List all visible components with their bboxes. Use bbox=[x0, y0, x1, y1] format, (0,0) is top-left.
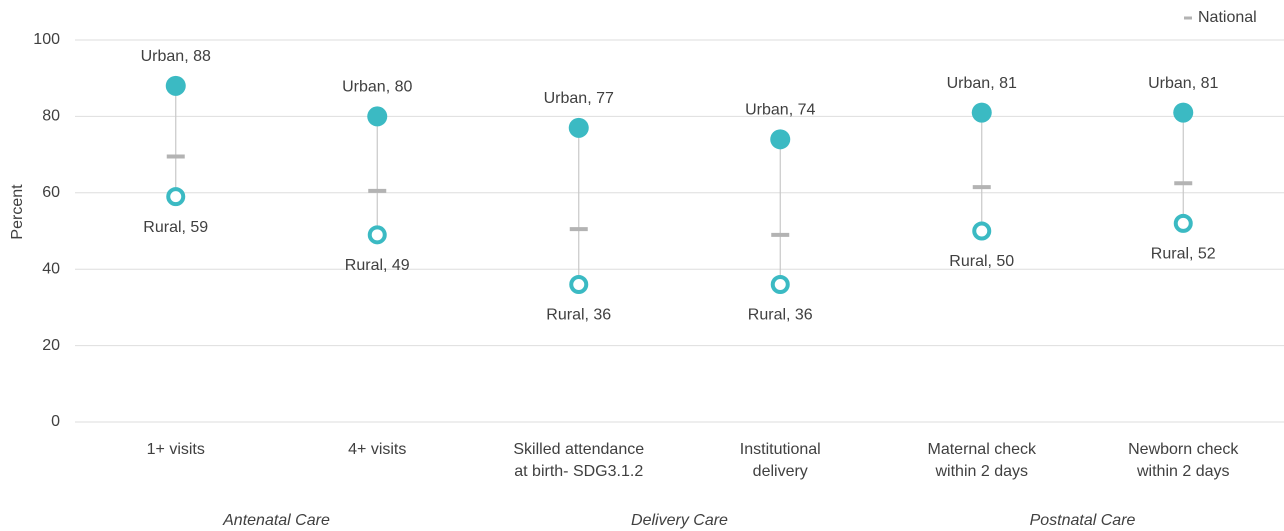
y-tick-label: 20 bbox=[42, 337, 60, 354]
urban-dot bbox=[1173, 102, 1194, 123]
data-label: Rural, 50 bbox=[949, 253, 1014, 270]
group-label: Postnatal Care bbox=[1030, 512, 1136, 529]
x-tick-label: Newborn check bbox=[1128, 441, 1239, 458]
group-label: Antenatal Care bbox=[222, 512, 330, 529]
rural-dot bbox=[1173, 213, 1193, 233]
rural-dot bbox=[367, 225, 387, 245]
urban-dot bbox=[568, 117, 589, 138]
x-tick-label: within 2 days bbox=[1136, 463, 1230, 480]
urban-dot bbox=[770, 129, 791, 150]
x-tick-label: 4+ visits bbox=[348, 441, 406, 458]
x-tick-label: at birth- SDG3.1.2 bbox=[514, 463, 643, 480]
x-tick-label: within 2 days bbox=[935, 463, 1029, 480]
urban-dot bbox=[971, 102, 992, 123]
x-tick-label: Maternal check bbox=[928, 441, 1037, 458]
group-label: Delivery Care bbox=[631, 512, 728, 529]
y-tick-label: 60 bbox=[42, 184, 60, 201]
data-label: Urban, 74 bbox=[745, 102, 815, 119]
data-label: Rural, 59 bbox=[143, 219, 208, 236]
data-label: Urban, 81 bbox=[947, 75, 1017, 92]
rural-dot bbox=[972, 221, 992, 241]
x-tick-label: Institutional bbox=[740, 441, 821, 458]
x-tick-label: delivery bbox=[753, 463, 808, 480]
data-label: Urban, 88 bbox=[141, 48, 211, 65]
data-label: Rural, 36 bbox=[546, 307, 611, 324]
urban-dot bbox=[165, 75, 186, 96]
y-tick-label: 0 bbox=[51, 413, 60, 430]
rural-dot bbox=[166, 187, 186, 207]
y-tick-label: 40 bbox=[42, 260, 60, 277]
y-tick-label: 80 bbox=[42, 108, 60, 125]
x-tick-label: Skilled attendance bbox=[513, 441, 644, 458]
data-label: Rural, 52 bbox=[1151, 246, 1216, 263]
x-tick-label: 1+ visits bbox=[147, 441, 205, 458]
y-tick-label: 100 bbox=[33, 31, 60, 48]
data-label: Urban, 81 bbox=[1148, 75, 1218, 92]
data-label: Urban, 77 bbox=[544, 90, 614, 107]
rural-dot bbox=[569, 274, 589, 294]
urban-dot bbox=[367, 106, 388, 127]
data-label: Rural, 36 bbox=[748, 307, 813, 324]
data-label: Rural, 49 bbox=[345, 257, 410, 274]
data-label: Urban, 80 bbox=[342, 79, 412, 96]
legend-label: National bbox=[1198, 9, 1257, 26]
rural-dot bbox=[770, 274, 790, 294]
y-axis-label: Percent bbox=[9, 184, 26, 240]
